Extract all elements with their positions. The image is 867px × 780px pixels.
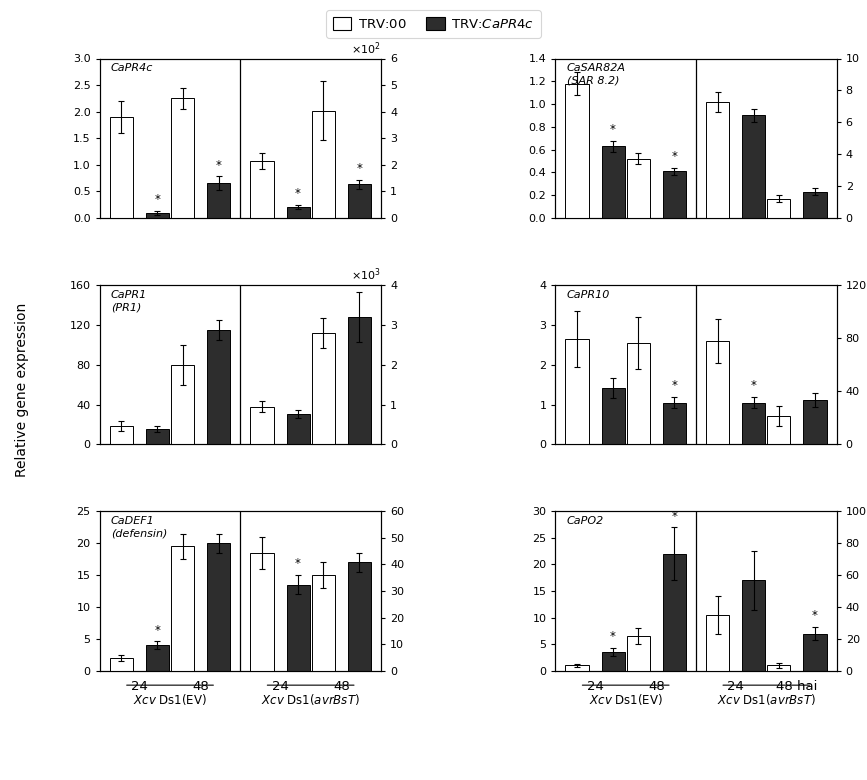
Bar: [706, 341, 729, 445]
Bar: [663, 172, 686, 218]
Bar: [663, 402, 686, 445]
Bar: [171, 98, 194, 218]
Bar: [663, 554, 686, 671]
Bar: [706, 615, 729, 671]
Text: *: *: [812, 609, 818, 622]
Legend: TRV:$\it{00}$, TRV:$\it{CaPR4c}$: TRV:$\it{00}$, TRV:$\it{CaPR4c}$: [326, 10, 541, 37]
Bar: [312, 111, 335, 218]
Text: $Xcv$ Ds1(EV): $Xcv$ Ds1(EV): [133, 693, 207, 707]
Text: 48: 48: [192, 679, 209, 693]
Bar: [767, 416, 791, 445]
Bar: [767, 665, 791, 671]
Text: *: *: [154, 624, 160, 636]
Text: $Xcv$ Ds1($avrBsT$): $Xcv$ Ds1($avrBsT$): [261, 693, 360, 707]
Text: *: *: [356, 162, 362, 176]
Bar: [706, 101, 729, 218]
Bar: [348, 317, 371, 445]
Text: 48 hai: 48 hai: [776, 679, 818, 693]
Bar: [348, 562, 371, 671]
Bar: [627, 342, 650, 445]
Bar: [251, 406, 273, 445]
Text: 48: 48: [333, 679, 349, 693]
Bar: [565, 83, 589, 218]
Bar: [286, 414, 310, 445]
Bar: [767, 199, 791, 218]
Bar: [565, 339, 589, 445]
Text: *: *: [671, 509, 677, 523]
Bar: [146, 430, 169, 445]
Text: $\times$10$^2$: $\times$10$^2$: [351, 41, 381, 57]
Text: 24: 24: [587, 679, 603, 693]
Text: 24: 24: [727, 679, 744, 693]
Bar: [207, 543, 231, 671]
Bar: [312, 575, 335, 671]
Bar: [110, 658, 133, 671]
Text: CaDEF1
(defensin): CaDEF1 (defensin): [111, 516, 167, 538]
Text: *: *: [671, 150, 677, 163]
Text: $Xcv$ Ds1($avrBsT$): $Xcv$ Ds1($avrBsT$): [717, 693, 816, 707]
Text: $\times$10$^3$: $\times$10$^3$: [351, 267, 381, 283]
Text: *: *: [216, 158, 222, 172]
Text: *: *: [610, 122, 616, 136]
Text: $Xcv$ Ds1(EV): $Xcv$ Ds1(EV): [589, 693, 662, 707]
Bar: [251, 553, 273, 671]
Bar: [742, 580, 766, 671]
Bar: [565, 665, 589, 671]
Bar: [146, 213, 169, 218]
Bar: [207, 330, 231, 445]
Bar: [348, 184, 371, 218]
Text: CaPR4c: CaPR4c: [111, 63, 153, 73]
Bar: [627, 636, 650, 671]
Text: 24: 24: [131, 679, 147, 693]
Bar: [110, 117, 133, 218]
Text: *: *: [751, 379, 757, 392]
Bar: [110, 427, 133, 445]
Text: *: *: [295, 187, 301, 200]
Text: CaPO2: CaPO2: [567, 516, 604, 526]
Bar: [602, 652, 624, 671]
Text: *: *: [295, 558, 301, 570]
Text: 24: 24: [271, 679, 289, 693]
Bar: [286, 585, 310, 671]
Text: *: *: [154, 193, 160, 206]
Bar: [804, 192, 826, 218]
Bar: [251, 161, 273, 218]
Text: *: *: [671, 379, 677, 392]
Bar: [804, 633, 826, 671]
Text: CaPR1
(PR1): CaPR1 (PR1): [111, 289, 147, 312]
Bar: [171, 547, 194, 671]
Bar: [602, 388, 624, 445]
Bar: [742, 115, 766, 218]
Text: 48: 48: [648, 679, 665, 693]
Bar: [171, 365, 194, 445]
Bar: [804, 399, 826, 445]
Text: CaPR10: CaPR10: [567, 289, 610, 300]
Text: Relative gene expression: Relative gene expression: [15, 303, 29, 477]
Bar: [742, 402, 766, 445]
Bar: [312, 333, 335, 445]
Bar: [286, 207, 310, 218]
Bar: [207, 183, 231, 218]
Text: CaSAR82A
(SAR 8.2): CaSAR82A (SAR 8.2): [567, 63, 626, 86]
Text: *: *: [610, 630, 616, 643]
Bar: [602, 146, 624, 218]
Bar: [627, 158, 650, 218]
Bar: [146, 645, 169, 671]
